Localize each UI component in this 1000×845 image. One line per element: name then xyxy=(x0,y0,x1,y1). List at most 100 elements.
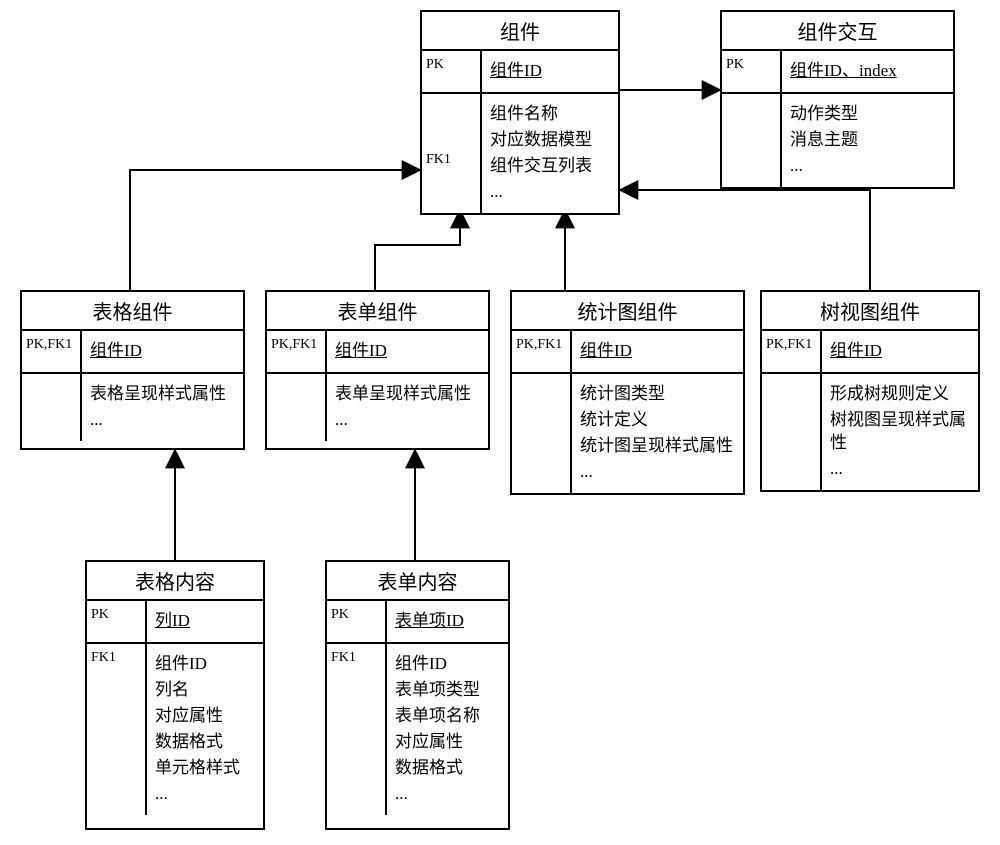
field: 表格呈现样式属性 xyxy=(90,383,235,406)
field-column: 组件ID xyxy=(572,331,743,372)
field: 组件ID xyxy=(395,653,500,676)
key-column xyxy=(22,374,82,441)
key-label: PK xyxy=(426,57,476,73)
field: 表单项名称 xyxy=(395,705,500,728)
key-label: PK,FK1 xyxy=(26,337,76,353)
entity-table_content: 表格内容PK列IDFK1组件ID列名对应属性数据格式单元格样式... xyxy=(85,560,265,830)
key-label: FK1 xyxy=(426,152,476,168)
pk-field: 组件ID xyxy=(335,340,480,363)
field-column: 组件ID xyxy=(82,331,243,372)
key-column: PK,FK1 xyxy=(267,331,327,372)
field-column: 表单项ID xyxy=(387,601,508,642)
key-column: PK xyxy=(722,51,782,92)
field: ... xyxy=(395,783,500,806)
key-column: PK xyxy=(422,51,482,92)
entity-section: PK,FK1 组件ID xyxy=(22,331,243,374)
field: ... xyxy=(490,181,610,204)
field: 数据格式 xyxy=(155,731,255,754)
pk-field: 组件ID xyxy=(490,60,610,83)
entity-section: 表格呈现样式属性... xyxy=(22,374,243,441)
entity-section: PK,FK1 组件ID xyxy=(267,331,488,374)
edge-tree_component-to-component xyxy=(620,190,870,290)
key-label: PK,FK1 xyxy=(766,337,816,353)
entity-section: 表单呈现样式属性... xyxy=(267,374,488,441)
field: ... xyxy=(580,461,735,484)
key-label: PK,FK1 xyxy=(516,337,566,353)
key-column: FK1 xyxy=(422,94,482,213)
entity-title: 树视图组件 xyxy=(762,292,978,331)
field: ... xyxy=(830,458,970,481)
entity-section: PK 列ID xyxy=(87,601,263,644)
entity-section: FK1组件ID表单项类型表单项名称对应属性数据格式... xyxy=(327,644,508,815)
field: ... xyxy=(155,783,255,806)
entity-form_component: 表单组件PK,FK1组件ID表单呈现样式属性... xyxy=(265,290,490,450)
field-column: 列ID xyxy=(147,601,263,642)
entity-section: PK,FK1 组件ID xyxy=(762,331,978,374)
field: 动作类型 xyxy=(790,103,945,126)
key-column: FK1 xyxy=(87,644,147,815)
field: 树视图呈现样式属性 xyxy=(830,409,970,455)
field: 组件名称 xyxy=(490,103,610,126)
entity-title: 组件交互 xyxy=(722,12,953,51)
field-column: 动作类型消息主题... xyxy=(782,94,953,187)
entity-title: 统计图组件 xyxy=(512,292,743,331)
pk-field: 表单项ID xyxy=(395,610,500,633)
entity-title: 表格组件 xyxy=(22,292,243,331)
entity-section: PK 组件ID、index xyxy=(722,51,953,94)
key-label: FK1 xyxy=(91,650,141,666)
entity-chart_component: 统计图组件 PK,FK1 组件ID 统计图类型统计定义统计图呈现样式属性... xyxy=(510,290,745,495)
field: 组件ID xyxy=(155,653,255,676)
field-column: 表格呈现样式属性... xyxy=(82,374,243,441)
field: ... xyxy=(790,155,945,178)
field-column: 形成树规则定义树视图呈现样式属性... xyxy=(822,374,978,490)
key-column xyxy=(722,94,782,187)
key-label: PK,FK1 xyxy=(271,337,321,353)
field: 统计图呈现样式属性 xyxy=(580,435,735,458)
key-label: PK xyxy=(91,607,141,623)
key-column xyxy=(267,374,327,441)
field: 表单项类型 xyxy=(395,679,500,702)
pk-field: 组件ID xyxy=(830,340,970,363)
key-column: PK xyxy=(327,601,387,642)
field: 对应属性 xyxy=(155,705,255,728)
entity-tree_component: 树视图组件 PK,FK1 组件ID 形成树规则定义树视图呈现样式属性... xyxy=(760,290,980,492)
pk-field: 组件ID xyxy=(580,340,735,363)
field: 组件交互列表 xyxy=(490,155,610,178)
key-label: FK1 xyxy=(331,650,381,666)
field: 统计图类型 xyxy=(580,383,735,406)
key-column: PK,FK1 xyxy=(762,331,822,372)
field-column: 组件ID xyxy=(482,51,618,92)
entity-form_content: 表单内容PK表单项IDFK1组件ID表单项类型表单项名称对应属性数据格式... xyxy=(325,560,510,830)
edge-form_component-to-component xyxy=(375,210,460,290)
key-column: FK1 xyxy=(327,644,387,815)
entity-section: FK1组件ID列名对应属性数据格式单元格样式... xyxy=(87,644,263,815)
field-column: 组件ID xyxy=(822,331,978,372)
entity-section: 统计图类型统计定义统计图呈现样式属性... xyxy=(512,374,743,493)
field-column: 统计图类型统计定义统计图呈现样式属性... xyxy=(572,374,743,493)
field: 统计定义 xyxy=(580,409,735,432)
key-label: PK xyxy=(331,607,381,623)
field-column: 组件ID xyxy=(327,331,488,372)
pk-field: 组件ID、index xyxy=(790,60,945,83)
entity-title: 表单内容 xyxy=(327,562,508,601)
entity-table_component: 表格组件 PK,FK1 组件ID 表格呈现样式属性... xyxy=(20,290,245,450)
field: 对应属性 xyxy=(395,731,500,754)
field-column: 表单呈现样式属性... xyxy=(327,374,488,441)
field: 形成树规则定义 xyxy=(830,383,970,406)
pk-field: 列ID xyxy=(155,610,255,633)
field-column: 组件ID列名对应属性数据格式单元格样式... xyxy=(147,644,263,815)
key-column xyxy=(512,374,572,493)
key-label: PK xyxy=(726,57,776,73)
pk-field: 组件ID xyxy=(90,340,235,363)
key-column: PK,FK1 xyxy=(22,331,82,372)
entity-title: 组件 xyxy=(422,12,618,51)
field: ... xyxy=(90,409,235,432)
field: ... xyxy=(335,409,480,432)
field-column: 组件ID表单项类型表单项名称对应属性数据格式... xyxy=(387,644,508,815)
key-column: PK,FK1 xyxy=(512,331,572,372)
entity-section: FK1 组件名称对应数据模型组件交互列表... xyxy=(422,94,618,213)
entity-section: PK,FK1 组件ID xyxy=(512,331,743,374)
entity-title: 表格内容 xyxy=(87,562,263,601)
field-column: 组件名称对应数据模型组件交互列表... xyxy=(482,94,618,213)
entity-component_interaction: 组件交互 PK 组件ID、index 动作类型消息主题... xyxy=(720,10,955,189)
